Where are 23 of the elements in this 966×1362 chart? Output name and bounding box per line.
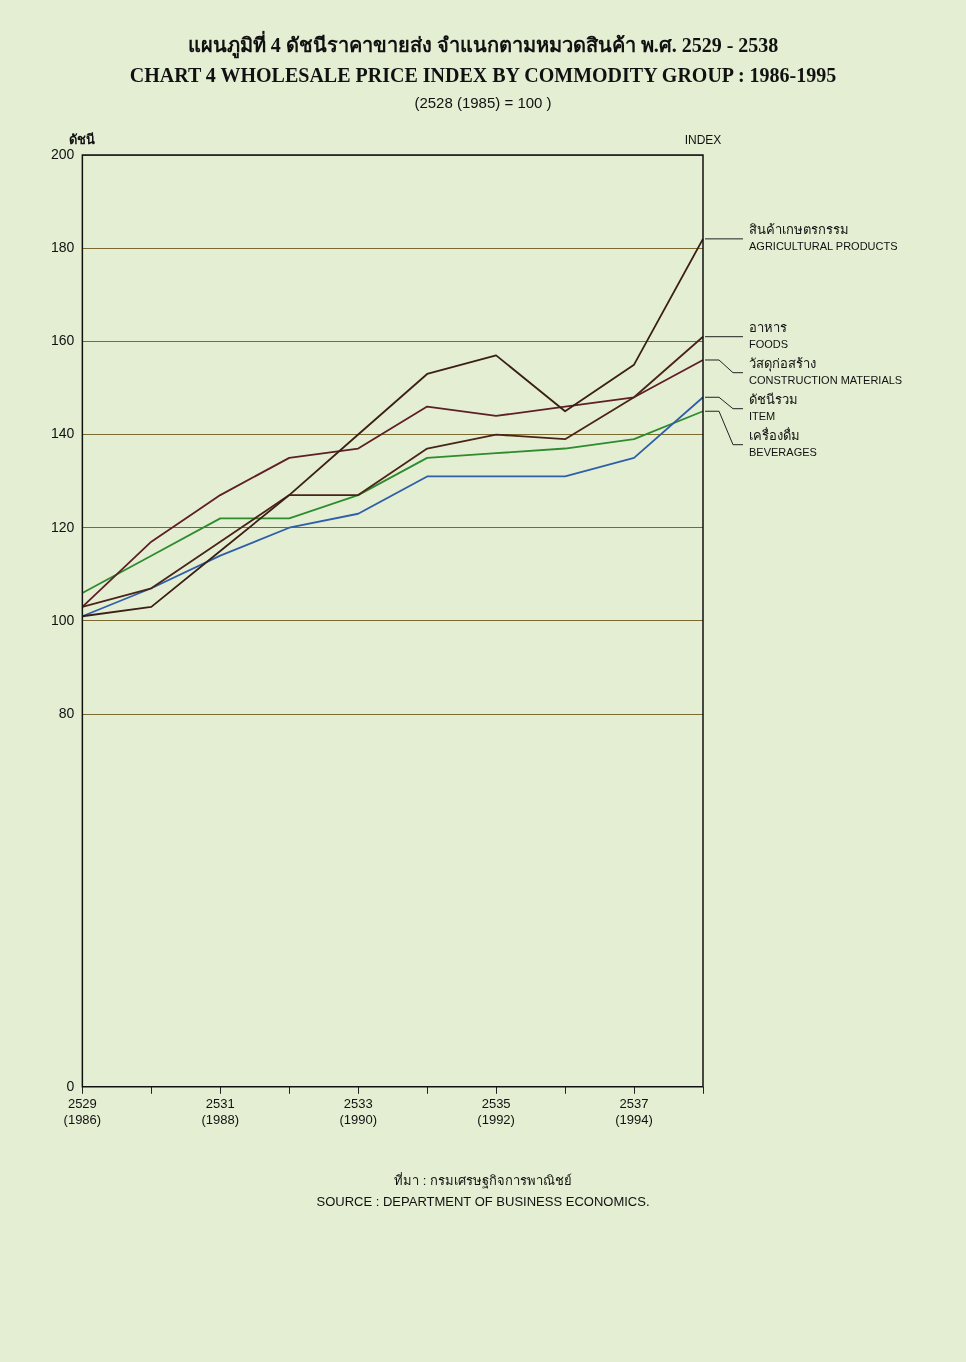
y-tick-label: 120: [51, 518, 75, 535]
y-tick-label: 140: [51, 425, 75, 442]
text: ที่มา : กรมเศรษฐกิจการพาณิชย์ SOURCE : DEPARTMENT OF BUSINESS ECONOMICS.: [315, 1171, 651, 1211]
text: อาหาร FOODS: [749, 320, 789, 350]
y-tick-label: 180: [51, 239, 75, 256]
chart-title: แผนภูมิที่ 4 ดัชนีราคาขายส่ง จำแนกตามหมวดสินค้า พ.ศ. 2529 - 2538 CHART 4 WHOLESALE PRICE INDEX BY COMMODITY GROUP : 1986-1995: [128, 30, 838, 88]
x-tick-label: 2531 (1988): [201, 1096, 240, 1127]
text: เครื่องดื่ม BEVERAGES: [749, 427, 817, 458]
y-tick-label: 160: [51, 332, 75, 349]
y-tick-label: 200: [51, 145, 75, 162]
text: INDEX: [684, 133, 722, 148]
text: สินค้าเกษตรกรรม AGRICULTURAL PRODUCTS: [749, 222, 898, 252]
y-axis-title: ดัชนี: [69, 131, 96, 147]
y-tick-label: 80: [58, 704, 75, 721]
y-tick-label: 0: [66, 1077, 75, 1094]
chart-subtitle: (2528 (1985) = 100 ): [413, 94, 553, 111]
text: วัสดุก่อสร้าง CONSTRUCTION MATERIALS: [749, 356, 903, 386]
x-tick-label: 2533 (1990): [339, 1096, 377, 1127]
text: ดัชนีรวม ITEM: [749, 392, 798, 422]
x-tick-label: 2537 (1994): [615, 1096, 653, 1127]
x-tick-label: 2529 (1986): [63, 1096, 102, 1127]
x-tick-label: 2535 (1992): [477, 1096, 515, 1127]
y-tick-label: 100: [51, 611, 75, 628]
